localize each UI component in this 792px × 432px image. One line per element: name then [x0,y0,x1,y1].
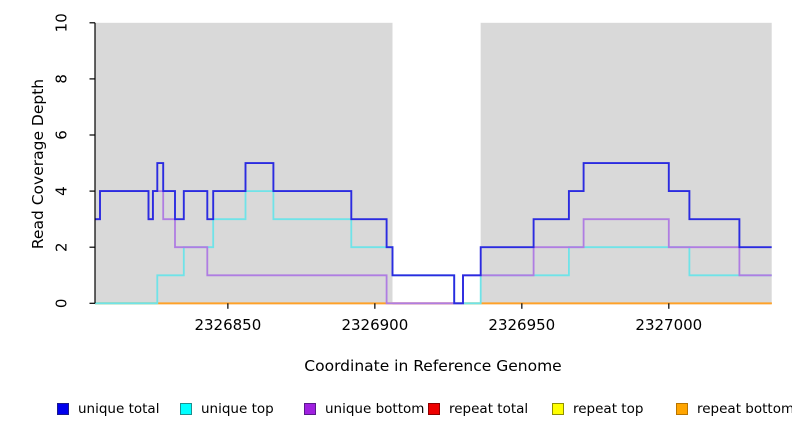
legend-label: unique bottom [325,400,425,417]
y-tick-label: 10 [53,13,71,32]
x-tick-label: 2326850 [194,316,261,334]
legend-entry-unique-total: unique total [57,400,160,417]
y-tick-label: 8 [53,74,71,84]
legend-swatch-icon [180,402,192,415]
x-axis-title: Coordinate in Reference Genome [304,357,562,375]
legend-swatch-icon [552,402,564,415]
legend-swatch-icon [676,402,688,415]
legend-label: repeat top [573,400,644,417]
y-tick-label: 6 [53,130,71,140]
legend-entry-unique-bottom: unique bottom [304,400,425,417]
legend-swatch-icon [57,402,69,415]
legend-label: repeat total [449,400,529,417]
legend-entry-repeat-total: repeat total [428,400,529,417]
y-axis-title: Read Coverage Depth [29,78,47,250]
legend-label: unique top [201,400,274,417]
y-tick-label: 0 [53,299,71,309]
x-tick-label: 2326950 [488,316,555,334]
shaded-region [95,22,393,304]
series-line-unique-top [95,190,772,305]
legend-label: unique total [78,400,160,417]
y-tick-label: 2 [53,242,71,252]
legend-entry-repeat-top: repeat top [552,400,644,417]
legend-entry-unique-top: unique top [180,400,274,417]
legend-swatch-icon [304,402,316,415]
legend-entry-repeat-bottom: repeat bottom [676,400,792,417]
series-line-unique-total [95,162,772,305]
x-tick-label: 2327000 [635,316,702,334]
legend-label: repeat bottom [697,400,792,417]
legend-swatch-icon [428,402,440,415]
y-tick-label: 4 [53,186,71,196]
x-tick-label: 2326900 [341,316,408,334]
